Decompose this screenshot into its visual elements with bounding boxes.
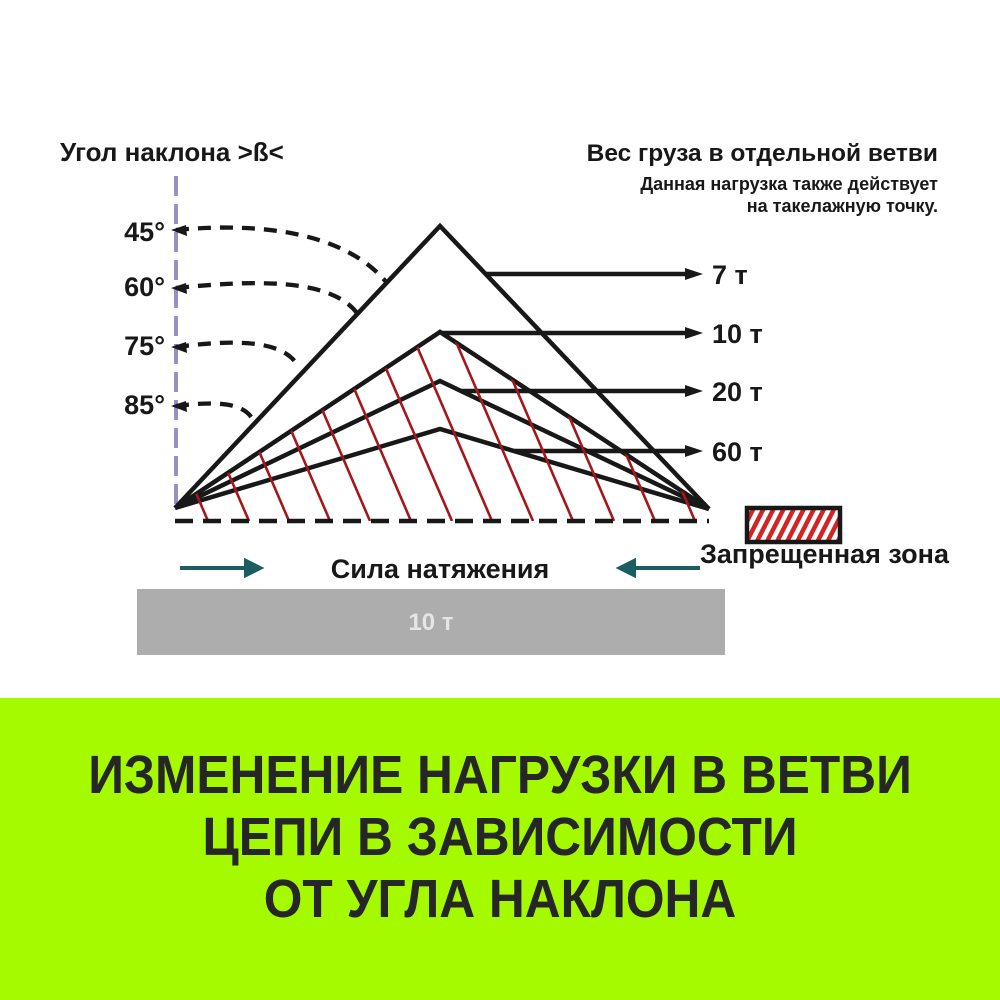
svg-text:на такелажную точку.: на такелажную точку. [747,196,938,216]
svg-text:Угол наклона >ß<: Угол наклона >ß< [60,137,284,167]
svg-text:ЦЕПИ В ЗАВИСИМОСТИ: ЦЕПИ В ЗАВИСИМОСТИ [202,806,797,866]
svg-text:7 т: 7 т [712,260,748,290]
svg-text:10 т: 10 т [408,609,453,636]
svg-text:20 т: 20 т [712,377,763,407]
svg-text:10 т: 10 т [712,319,763,349]
svg-text:75°: 75° [124,331,165,361]
svg-text:60°: 60° [124,272,165,302]
svg-text:ИЗМЕНЕНИЕ НАГРУЗКИ В ВЕТВИ: ИЗМЕНЕНИЕ НАГРУЗКИ В ВЕТВИ [88,744,912,804]
svg-text:85°: 85° [124,390,165,420]
svg-text:60 т: 60 т [712,437,763,467]
svg-text:Запрещенная зона: Запрещенная зона [700,539,950,569]
svg-text:ОТ УГЛА НАКЛОНА: ОТ УГЛА НАКЛОНА [264,868,736,928]
svg-text:45°: 45° [124,217,165,247]
svg-text:Данная нагрузка также действуе: Данная нагрузка также действует [640,174,938,194]
svg-text:Вес груза в отдельной ветви: Вес груза в отдельной ветви [587,140,938,167]
svg-text:Сила натяжения: Сила натяжения [331,554,550,584]
